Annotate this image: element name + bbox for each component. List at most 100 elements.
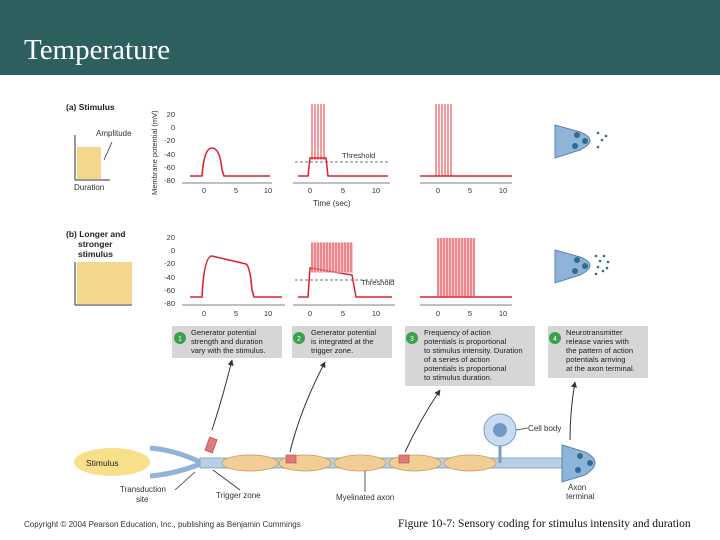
axon-terminal-label-2: terminal — [566, 492, 595, 501]
svg-text:0: 0 — [202, 309, 206, 318]
svg-text:release varies with: release varies with — [566, 337, 629, 346]
svg-text:Frequency of action: Frequency of action — [424, 328, 491, 337]
ytick-a-m40: -40 — [164, 150, 175, 159]
svg-text:Neurotransmitter: Neurotransmitter — [566, 328, 623, 337]
plot-b3-action-potentials — [420, 238, 512, 306]
svg-text:10: 10 — [264, 186, 272, 195]
svg-text:5: 5 — [234, 186, 238, 195]
title-bar: Temperature — [0, 0, 720, 75]
cell-body-label: Cell body — [528, 424, 561, 433]
svg-text:potentials arriving: potentials arriving — [566, 355, 626, 364]
pointer-arrows — [211, 359, 578, 453]
axon-terminal-a-icon — [554, 124, 608, 159]
stimulus-a-block — [77, 147, 101, 179]
axon-terminal-label-1: Axon — [568, 483, 586, 492]
svg-text:0: 0 — [202, 186, 206, 195]
panel-b-label-2: stronger — [78, 239, 113, 249]
svg-text:10: 10 — [499, 309, 507, 318]
panel-b-label-1: (b) Longer and — [66, 229, 126, 239]
xticks-b: 0 5 10 0 5 10 0 5 10 — [202, 309, 507, 318]
svg-text:0: 0 — [436, 309, 440, 318]
stimulus-label: Stimulus — [86, 458, 119, 468]
copyright-text: Copyright © 2004 Pearson Education, Inc.… — [24, 520, 301, 529]
figure-caption: Figure 10-7: Sensory coding for stimulus… — [398, 518, 691, 530]
svg-text:0: 0 — [436, 186, 440, 195]
svg-text:to stimulus duration.: to stimulus duration. — [424, 373, 492, 382]
ytick-b-0: 0 — [171, 246, 175, 255]
panel-b-label-3: stimulus — [78, 249, 113, 259]
svg-text:0: 0 — [308, 186, 312, 195]
sensory-dendrites — [149, 445, 202, 479]
svg-text:10: 10 — [372, 186, 380, 195]
ytick-b-20: 20 — [167, 233, 175, 242]
ytick-a-m20: -20 — [164, 136, 175, 145]
svg-text:is integrated at the: is integrated at the — [311, 337, 373, 346]
axon-markers — [204, 436, 410, 464]
svg-text:0: 0 — [308, 309, 312, 318]
amplitude-label: Amplitude — [96, 129, 132, 138]
svg-text:4: 4 — [553, 336, 557, 343]
svg-text:potentials is proportional: potentials is proportional — [424, 364, 507, 373]
svg-text:5: 5 — [341, 186, 345, 195]
svg-text:potentials is proportional: potentials is proportional — [424, 337, 507, 346]
svg-text:10: 10 — [372, 309, 380, 318]
yticks-b: 20 0 -20 -40 -60 -80 — [164, 233, 175, 308]
svg-text:10: 10 — [499, 186, 507, 195]
ylabel: Membrane potential (mV) — [150, 110, 159, 195]
svg-text:5: 5 — [234, 309, 238, 318]
stimulus-b-block — [77, 262, 132, 304]
svg-text:3: 3 — [410, 336, 414, 343]
trigger-zone-label: Trigger zone — [216, 491, 261, 500]
slide-title: Temperature — [24, 34, 171, 66]
plot-a3-action-potentials — [420, 104, 512, 184]
axon-terminal-icon — [561, 444, 596, 483]
panel-a-label: (a) Stimulus — [66, 102, 115, 112]
plot-a2-trigger-zone: Threshold — [293, 104, 390, 184]
svg-text:Generator potential: Generator potential — [311, 328, 376, 337]
xlabel: Time (sec) — [313, 199, 351, 208]
myelin-sheaths — [221, 454, 497, 472]
threshold-label-b: Threshold — [361, 278, 394, 287]
plot-b2-trigger-zone: Threshold — [293, 242, 395, 306]
svg-text:at the axon terminal.: at the axon terminal. — [566, 364, 635, 373]
svg-text:of a series of action: of a series of action — [424, 355, 490, 364]
axon-terminal-b-icon — [554, 249, 610, 284]
ytick-a-m60: -60 — [164, 163, 175, 172]
amplitude-pointer — [103, 141, 113, 161]
transduction-label-2: site — [136, 495, 149, 504]
svg-text:5: 5 — [341, 309, 345, 318]
plot-b1-generator-potential — [182, 255, 285, 306]
yticks-a: 20 0 -20 -40 -60 -80 — [164, 110, 175, 185]
sensory-coding-figure: (a) Stimulus Amplitude Duration (b) Long… — [66, 102, 648, 504]
ytick-a-m80: -80 — [164, 176, 175, 185]
ytick-b-m80: -80 — [164, 299, 175, 308]
stimulus-blob — [74, 448, 150, 476]
ytick-b-m40: -40 — [164, 273, 175, 282]
svg-text:2: 2 — [297, 336, 301, 343]
transduction-label-1: Transduction — [120, 485, 166, 494]
svg-text:trigger zone.: trigger zone. — [311, 346, 353, 355]
myelinated-axon-label: Myelinated axon — [336, 493, 394, 502]
svg-text:10: 10 — [264, 309, 272, 318]
svg-text:to stimulus intensity. Duratio: to stimulus intensity. Duration — [424, 346, 523, 355]
neuron-diagram: Stimulus Cell body Transduction site Tri… — [74, 413, 596, 504]
xticks-a: 0 5 10 0 5 10 0 5 10 — [202, 186, 507, 195]
svg-text:vary with the stimulus.: vary with the stimulus. — [191, 346, 266, 355]
svg-text:5: 5 — [468, 186, 472, 195]
svg-text:1: 1 — [178, 336, 182, 343]
svg-text:5: 5 — [468, 309, 472, 318]
ytick-a-20: 20 — [167, 110, 175, 119]
svg-text:Generator potential: Generator potential — [191, 328, 256, 337]
ytick-b-m20: -20 — [164, 259, 175, 268]
plot-a1-generator-potential — [182, 147, 272, 184]
svg-text:the pattern of action: the pattern of action — [566, 346, 633, 355]
threshold-label-a: Threshold — [342, 151, 375, 160]
ytick-a-0: 0 — [171, 123, 175, 132]
ytick-b-m60: -60 — [164, 286, 175, 295]
duration-label: Duration — [74, 183, 104, 192]
svg-text:strength and duration: strength and duration — [191, 337, 263, 346]
